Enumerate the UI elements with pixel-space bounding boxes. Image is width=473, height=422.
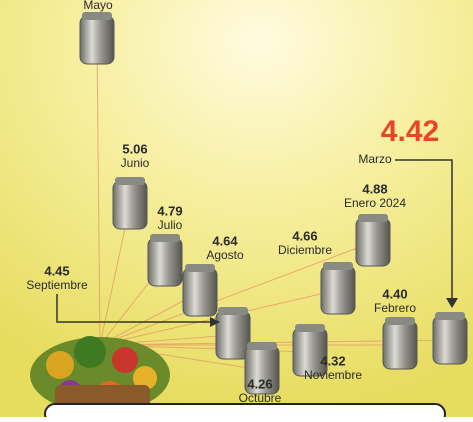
infographic: Mayo 5.06Junio 4.79Julio 4.64Agosto 4.45Sept… xyxy=(0,0,473,417)
value: 4.32 xyxy=(320,353,345,368)
jar-lid xyxy=(435,312,465,320)
value: 4.79 xyxy=(157,203,182,218)
jar-lid xyxy=(323,262,353,270)
value: 4.45 xyxy=(44,263,69,278)
bottom-box xyxy=(45,404,445,417)
jar xyxy=(113,181,147,229)
jar xyxy=(433,316,467,364)
month-label: Enero 2024 xyxy=(344,196,406,210)
jar xyxy=(383,321,417,369)
month-label: Marzo xyxy=(358,152,392,166)
jar-lid xyxy=(115,177,145,185)
month-label: Octubre xyxy=(239,391,282,405)
jar-lid xyxy=(185,264,215,272)
jar xyxy=(148,238,182,286)
month-label: Diciembre xyxy=(278,243,332,257)
month-label: Junio xyxy=(121,156,150,170)
month-label: Julio xyxy=(158,218,183,232)
big-value: 4.42 xyxy=(381,115,439,148)
jar xyxy=(80,16,114,64)
value: 4.66 xyxy=(292,228,317,243)
month-label: Agosto xyxy=(206,248,244,262)
jar-lid xyxy=(247,342,277,350)
jar-lid xyxy=(82,12,112,20)
month-label: Noviembre xyxy=(304,368,362,382)
value: 4.64 xyxy=(212,233,238,248)
jar-lid xyxy=(358,214,388,222)
value: 4.40 xyxy=(382,286,407,301)
value: 4.88 xyxy=(362,181,387,196)
jar-lid xyxy=(218,307,248,315)
month-label: Febrero xyxy=(374,301,416,315)
jar xyxy=(321,266,355,314)
value: 4.26 xyxy=(247,376,272,391)
jar-lid xyxy=(150,234,180,242)
month-label: Mayo xyxy=(83,0,113,12)
jar xyxy=(183,268,217,316)
value: 5.06 xyxy=(122,141,147,156)
jar-lid xyxy=(385,317,415,325)
month-label: Septiembre xyxy=(26,278,88,292)
jar-lid xyxy=(295,324,325,332)
jar xyxy=(356,218,390,266)
